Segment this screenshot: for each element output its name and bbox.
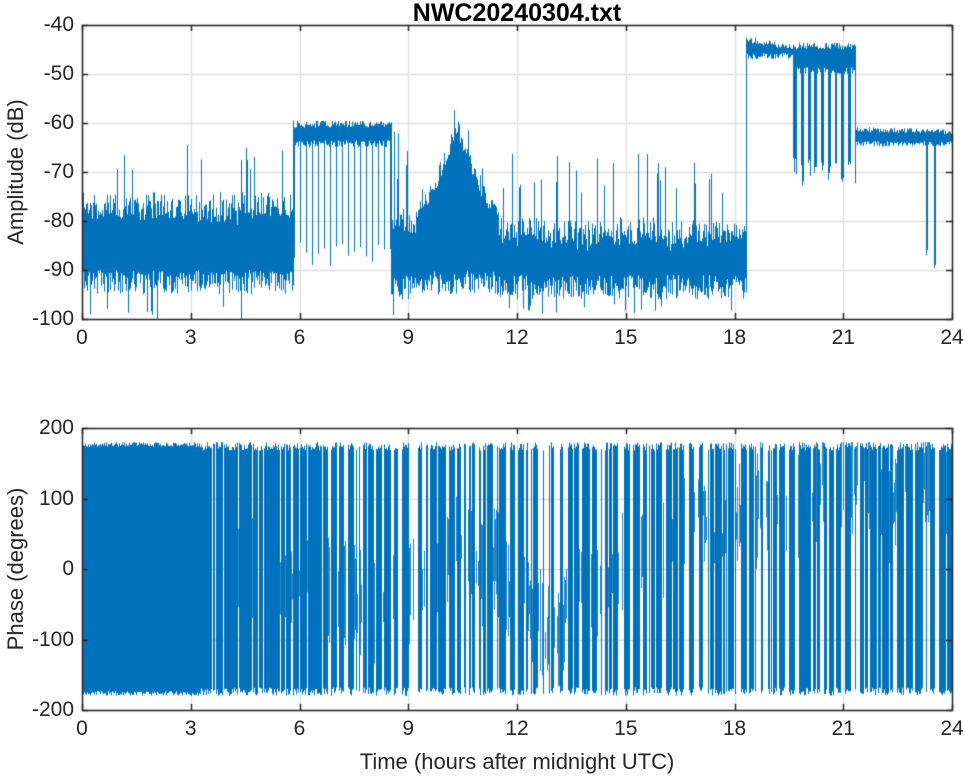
tick-label: -100 <box>31 627 74 651</box>
tick-label: 9 <box>402 717 415 740</box>
tick-label: -100 <box>31 307 74 330</box>
tick-label: -40 <box>43 13 74 36</box>
tick-label: -70 <box>43 160 74 183</box>
amplitude-ylabel: Amplitude (dB) <box>3 99 28 245</box>
tick-label: 0 <box>62 557 74 580</box>
tick-label: 0 <box>76 326 88 349</box>
tick-label: 12 <box>505 326 529 349</box>
tick-label: -90 <box>43 258 74 281</box>
tick-label: 21 <box>831 326 855 349</box>
tick-label: 15 <box>614 326 638 349</box>
tick-label: -80 <box>43 209 74 232</box>
tick-label: 21 <box>831 717 855 740</box>
plot-title: NWC20240304.txt <box>412 0 622 27</box>
tick-label: 3 <box>184 326 197 349</box>
tick-label: 24 <box>940 717 964 740</box>
tick-label: 100 <box>38 486 74 510</box>
tick-label: 24 <box>940 326 964 349</box>
phase-ylabel: Phase (degrees) <box>3 487 28 651</box>
tick-label: 18 <box>722 717 747 740</box>
tick-label: 3 <box>184 717 197 740</box>
time-xlabel: Time (hours after midnight UTC) <box>359 749 675 774</box>
tick-label: 0 <box>76 717 88 740</box>
tick-label: 6 <box>293 326 306 349</box>
tick-label: -200 <box>31 698 74 721</box>
tick-label: 200 <box>38 416 74 439</box>
tick-label: 9 <box>402 326 415 349</box>
tick-label: -60 <box>43 111 74 134</box>
tick-label: 12 <box>505 717 529 740</box>
tick-label: 18 <box>722 326 747 349</box>
tick-label: 15 <box>614 717 638 740</box>
tick-label: 6 <box>293 717 306 740</box>
tick-label: -50 <box>43 62 74 85</box>
